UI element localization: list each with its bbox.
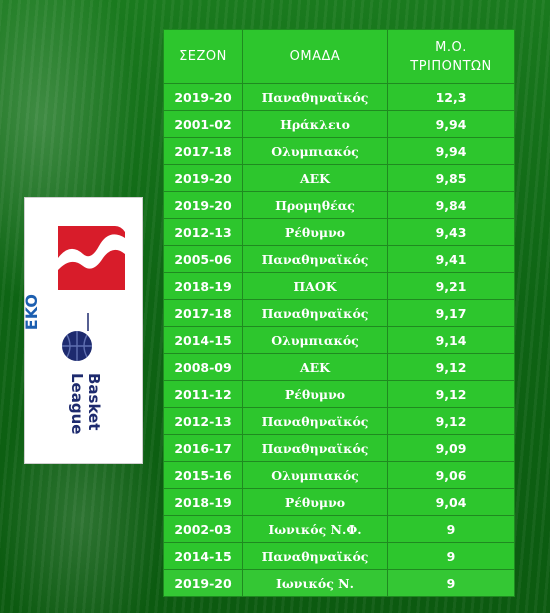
table-row: 2019-20 Ιωνικός Ν. 9 — [163, 569, 515, 597]
cell-team: ΠΑΟΚ — [242, 272, 388, 300]
sponsor-text: EKO — [25, 294, 41, 330]
cell-season: 2001-02 — [163, 110, 243, 138]
cell-season: 2018-19 — [163, 488, 243, 516]
eko-mountain-icon — [58, 226, 125, 290]
cell-avg: 9,94 — [387, 110, 515, 138]
cell-team: Ολυμπιακός — [242, 137, 388, 165]
table-body: 2019-20 Παναθηναϊκός 12,3 2001-02 Ηράκλειο 9,… — [163, 83, 515, 597]
table-row: 2008-09 ΑΕΚ 9,12 — [163, 353, 515, 381]
cell-avg: 9,04 — [387, 488, 515, 516]
cell-team: Ρέθυμνο — [242, 488, 388, 516]
league-line2: League — [68, 373, 86, 434]
cell-team: Παναθηναϊκός — [242, 299, 388, 327]
table-row: 2017-18 Παναθηναϊκός 9,17 — [163, 299, 515, 327]
cell-avg: 9,94 — [387, 137, 515, 165]
table-row: 2012-13 Παναθηναϊκός 9,12 — [163, 407, 515, 435]
cell-avg: 9,12 — [387, 353, 515, 381]
table-row: 2005-06 Παναθηναϊκός 9,41 — [163, 245, 515, 273]
cell-team: Παναθηναϊκός — [242, 83, 388, 111]
header-team: ΟΜΑΔΑ — [242, 29, 388, 84]
cell-team: Ολυμπιακός — [242, 326, 388, 354]
table-row: 2018-19 Ρέθυμνο 9,04 — [163, 488, 515, 516]
cell-avg: 9,21 — [387, 272, 515, 300]
table-row: 2014-15 Παναθηναϊκός 9 — [163, 542, 515, 570]
cell-avg: 9 — [387, 515, 515, 543]
table-row: 2018-19 ΠΑΟΚ 9,21 — [163, 272, 515, 300]
cell-team: Παναθηναϊκός — [242, 407, 388, 435]
cell-avg: 9 — [387, 569, 515, 597]
header-average-line2: ΤΡΙΠΟΝΤΩΝ — [410, 58, 492, 74]
cell-avg: 9 — [387, 542, 515, 570]
cell-team: Ολυμπιακός — [242, 461, 388, 489]
header-season: ΣΕΖΟΝ — [163, 29, 243, 84]
cell-season: 2012-13 — [163, 407, 243, 435]
cell-avg: 9,12 — [387, 380, 515, 408]
cell-season: 2019-20 — [163, 191, 243, 219]
cell-season: 2008-09 — [163, 353, 243, 381]
cell-season: 2019-20 — [163, 164, 243, 192]
table-row: 2011-12 Ρέθυμνο 9,12 — [163, 380, 515, 408]
cell-team: Παναθηναϊκός — [242, 434, 388, 462]
table-row: 2017-18 Ολυμπιακός 9,94 — [163, 137, 515, 165]
header-average-line1: Μ.Ο. — [435, 39, 467, 55]
cell-avg: 9,12 — [387, 407, 515, 435]
cell-season: 2019-20 — [163, 569, 243, 597]
cell-season: 2014-15 — [163, 542, 243, 570]
sponsor-logo-panel: Basket League EKO — [24, 197, 143, 464]
cell-team: ΑΕΚ — [242, 353, 388, 381]
cell-season: 2015-16 — [163, 461, 243, 489]
cell-team: Ρέθυμνο — [242, 380, 388, 408]
cell-avg: 9,06 — [387, 461, 515, 489]
table-row: 2015-16 Ολυμπιακός 9,06 — [163, 461, 515, 489]
cell-season: 2018-19 — [163, 272, 243, 300]
cell-avg: 9,09 — [387, 434, 515, 462]
cell-season: 2014-15 — [163, 326, 243, 354]
league-line1: Basket — [85, 373, 103, 430]
cell-avg: 9,43 — [387, 218, 515, 246]
cell-season: 2017-18 — [163, 299, 243, 327]
cell-team: ΑΕΚ — [242, 164, 388, 192]
table-row: 2012-13 Ρέθυμνο 9,43 — [163, 218, 515, 246]
cell-avg: 9,84 — [387, 191, 515, 219]
table-row: 2002-03 Ιωνικός Ν.Φ. 9 — [163, 515, 515, 543]
cell-season: 2002-03 — [163, 515, 243, 543]
logo-graphic: Basket League EKO — [25, 226, 125, 434]
cell-avg: 12,3 — [387, 83, 515, 111]
table-row: 2014-15 Ολυμπιακός 9,14 — [163, 326, 515, 354]
cell-avg: 9,85 — [387, 164, 515, 192]
table-row: 2019-20 Παναθηναϊκός 12,3 — [163, 83, 515, 111]
cell-team: Ηράκλειο — [242, 110, 388, 138]
cell-avg: 9,41 — [387, 245, 515, 273]
table-row: 2019-20 Προμηθέας 9,84 — [163, 191, 515, 219]
cell-season: 2011-12 — [163, 380, 243, 408]
table-row: 2016-17 Παναθηναϊκός 9,09 — [163, 434, 515, 462]
cell-team: Παναθηναϊκός — [242, 245, 388, 273]
cell-season: 2005-06 — [163, 245, 243, 273]
basketball-icon — [62, 331, 92, 361]
cell-season: 2017-18 — [163, 137, 243, 165]
cell-season: 2012-13 — [163, 218, 243, 246]
cell-team: Ρέθυμνο — [242, 218, 388, 246]
cell-team: Ιωνικός Ν. — [242, 569, 388, 597]
cell-season: 2019-20 — [163, 83, 243, 111]
table-row: 2019-20 ΑΕΚ 9,85 — [163, 164, 515, 192]
cell-avg: 9,17 — [387, 299, 515, 327]
table-row: 2001-02 Ηράκλειο 9,94 — [163, 110, 515, 138]
header-average: Μ.Ο. ΤΡΙΠΟΝΤΩΝ — [387, 29, 515, 84]
cell-team: Ιωνικός Ν.Φ. — [242, 515, 388, 543]
cell-avg: 9,14 — [387, 326, 515, 354]
table-header-row: ΣΕΖΟΝ ΟΜΑΔΑ Μ.Ο. ΤΡΙΠΟΝΤΩΝ — [163, 29, 515, 84]
three-point-averages-table: ΣΕΖΟΝ ΟΜΑΔΑ Μ.Ο. ΤΡΙΠΟΝΤΩΝ 2019-20 Παναθη… — [163, 29, 515, 597]
cell-season: 2016-17 — [163, 434, 243, 462]
cell-team: Παναθηναϊκός — [242, 542, 388, 570]
cell-team: Προμηθέας — [242, 191, 388, 219]
